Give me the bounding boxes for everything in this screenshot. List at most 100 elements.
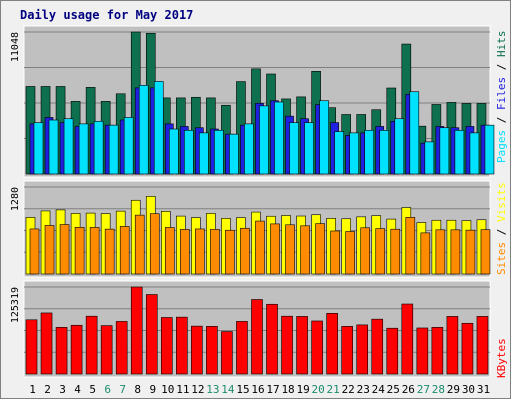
day-label: 17 xyxy=(266,383,279,396)
series-legend: Pages / Files / Hits Sites / Visits KBytes xyxy=(495,31,508,379)
bar-pages-day-11 xyxy=(184,129,194,175)
bar-kbytes-day-31 xyxy=(476,316,489,375)
day-label: 7 xyxy=(119,383,126,396)
bar-kbytes-day-25 xyxy=(386,327,399,375)
panel-bot: 125319 xyxy=(10,280,491,378)
bar-sites-day-17 xyxy=(270,223,280,275)
bar-sites-day-12 xyxy=(195,228,205,275)
bar-sites-day-9 xyxy=(149,213,160,275)
chart-title: Daily usage for May 2017 xyxy=(20,8,193,22)
bar-sites-day-5 xyxy=(89,227,100,275)
day-label: 30 xyxy=(462,383,475,396)
legend-separator: / xyxy=(495,222,508,242)
bar-pages-day-15 xyxy=(244,123,254,175)
bar-kbytes-day-15 xyxy=(236,321,248,375)
bar-pages-day-2 xyxy=(48,119,59,175)
legend-kbytes: KBytes xyxy=(495,338,508,378)
day-label: 5 xyxy=(89,383,96,396)
bar-pages-day-10 xyxy=(168,128,179,175)
bar-sites-day-6 xyxy=(104,228,115,275)
day-label: 18 xyxy=(281,383,294,396)
bar-pages-day-12 xyxy=(199,132,209,175)
bar-sites-day-26 xyxy=(405,217,416,275)
panel-bot-max-label: 125319 xyxy=(10,287,21,323)
panel-top: 11048 xyxy=(10,25,495,178)
bar-sites-day-21 xyxy=(330,230,340,275)
bar-kbytes-day-22 xyxy=(341,326,353,375)
day-label: 23 xyxy=(357,383,370,396)
day-label: 24 xyxy=(372,383,386,396)
bar-sites-day-10 xyxy=(164,227,175,275)
bar-kbytes-day-14 xyxy=(221,331,233,375)
chart-panels: 11048 1280 125319 xyxy=(10,25,495,378)
bar-sites-day-16 xyxy=(255,220,265,275)
bar-kbytes-day-13 xyxy=(206,326,218,375)
bar-pages-day-4 xyxy=(78,123,89,175)
bar-sites-day-18 xyxy=(285,224,295,275)
bar-sites-day-7 xyxy=(119,226,130,275)
bar-sites-day-30 xyxy=(465,229,476,275)
legend-group: KBytes xyxy=(495,338,508,378)
series-sites xyxy=(29,213,491,275)
bar-kbytes-day-5 xyxy=(85,315,98,375)
bar-kbytes-day-28 xyxy=(431,327,444,375)
bar-pages-day-31 xyxy=(484,124,495,175)
bar-kbytes-day-2 xyxy=(40,312,53,375)
day-label: 26 xyxy=(402,383,415,396)
bar-sites-day-25 xyxy=(390,228,401,275)
bar-pages-day-8 xyxy=(138,85,149,175)
bar-kbytes-day-17 xyxy=(266,303,278,375)
day-label: 15 xyxy=(236,383,249,396)
day-label: 6 xyxy=(104,383,111,396)
day-label: 13 xyxy=(206,383,219,396)
bar-pages-day-9 xyxy=(153,81,164,175)
day-label: 2 xyxy=(44,383,51,396)
legend-separator: / xyxy=(495,57,508,77)
bar-pages-day-5 xyxy=(93,121,104,175)
bar-sites-day-13 xyxy=(210,229,220,275)
bar-kbytes-day-8 xyxy=(130,286,143,375)
bar-pages-day-14 xyxy=(229,133,239,175)
bar-kbytes-day-6 xyxy=(100,325,113,375)
day-label: 11 xyxy=(176,383,189,396)
bar-sites-day-31 xyxy=(480,229,491,275)
bar-pages-day-7 xyxy=(123,117,134,175)
bar-sites-day-14 xyxy=(225,229,235,275)
bar-pages-day-21 xyxy=(334,131,344,175)
bar-pages-day-22 xyxy=(349,132,359,175)
bar-sites-day-15 xyxy=(240,227,250,275)
bar-sites-day-28 xyxy=(435,229,446,275)
legend-hits: Hits xyxy=(495,31,508,58)
bar-pages-day-26 xyxy=(409,91,420,175)
bar-sites-day-1 xyxy=(29,228,40,275)
legend-group: Pages / Files / Hits xyxy=(495,31,508,164)
day-label: 12 xyxy=(191,383,204,396)
bar-kbytes-day-27 xyxy=(416,327,429,375)
day-label: 19 xyxy=(296,383,309,396)
day-label: 9 xyxy=(149,383,156,396)
bar-pages-day-27 xyxy=(424,141,435,175)
bar-kbytes-day-12 xyxy=(191,325,203,375)
bar-kbytes-day-10 xyxy=(160,317,173,375)
bar-sites-day-3 xyxy=(59,224,70,275)
bar-kbytes-day-1 xyxy=(25,319,38,375)
bar-kbytes-day-9 xyxy=(145,294,158,375)
bar-kbytes-day-3 xyxy=(55,327,68,375)
bar-pages-day-17 xyxy=(274,101,284,175)
panel-top-max-label: 11048 xyxy=(10,32,21,62)
bar-pages-day-25 xyxy=(394,118,405,175)
bar-pages-day-29 xyxy=(454,129,465,175)
panel-mid-max-label: 1280 xyxy=(10,187,21,211)
day-label: 25 xyxy=(387,383,400,396)
day-label: 22 xyxy=(342,383,355,396)
day-label: 8 xyxy=(134,383,141,396)
bar-pages-day-16 xyxy=(259,105,269,175)
series-pages xyxy=(33,81,495,175)
day-label: 10 xyxy=(161,383,174,396)
legend-separator: / xyxy=(495,110,508,130)
bar-sites-day-22 xyxy=(345,231,355,275)
bar-kbytes-day-30 xyxy=(461,322,474,375)
bar-kbytes-day-20 xyxy=(311,320,323,375)
bar-pages-day-23 xyxy=(364,129,375,175)
